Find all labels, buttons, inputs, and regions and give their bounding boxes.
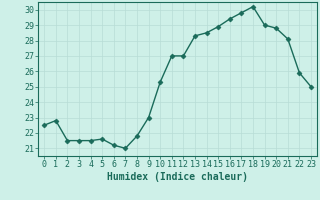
X-axis label: Humidex (Indice chaleur): Humidex (Indice chaleur) [107,172,248,182]
